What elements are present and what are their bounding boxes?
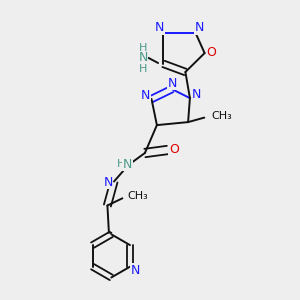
Text: N: N	[141, 89, 150, 102]
Text: CH₃: CH₃	[211, 111, 232, 121]
Text: N: N	[168, 76, 177, 90]
Text: CH₃: CH₃	[128, 191, 148, 201]
Text: N: N	[122, 158, 132, 171]
Text: N: N	[192, 88, 201, 101]
Text: N: N	[138, 51, 148, 64]
Text: N: N	[131, 264, 140, 277]
Text: H: H	[116, 159, 125, 169]
Text: O: O	[206, 46, 216, 59]
Text: H: H	[139, 64, 147, 74]
Text: N: N	[103, 176, 113, 189]
Text: N: N	[195, 21, 204, 34]
Text: H: H	[139, 43, 147, 53]
Text: N: N	[155, 21, 165, 34]
Text: O: O	[169, 143, 179, 156]
